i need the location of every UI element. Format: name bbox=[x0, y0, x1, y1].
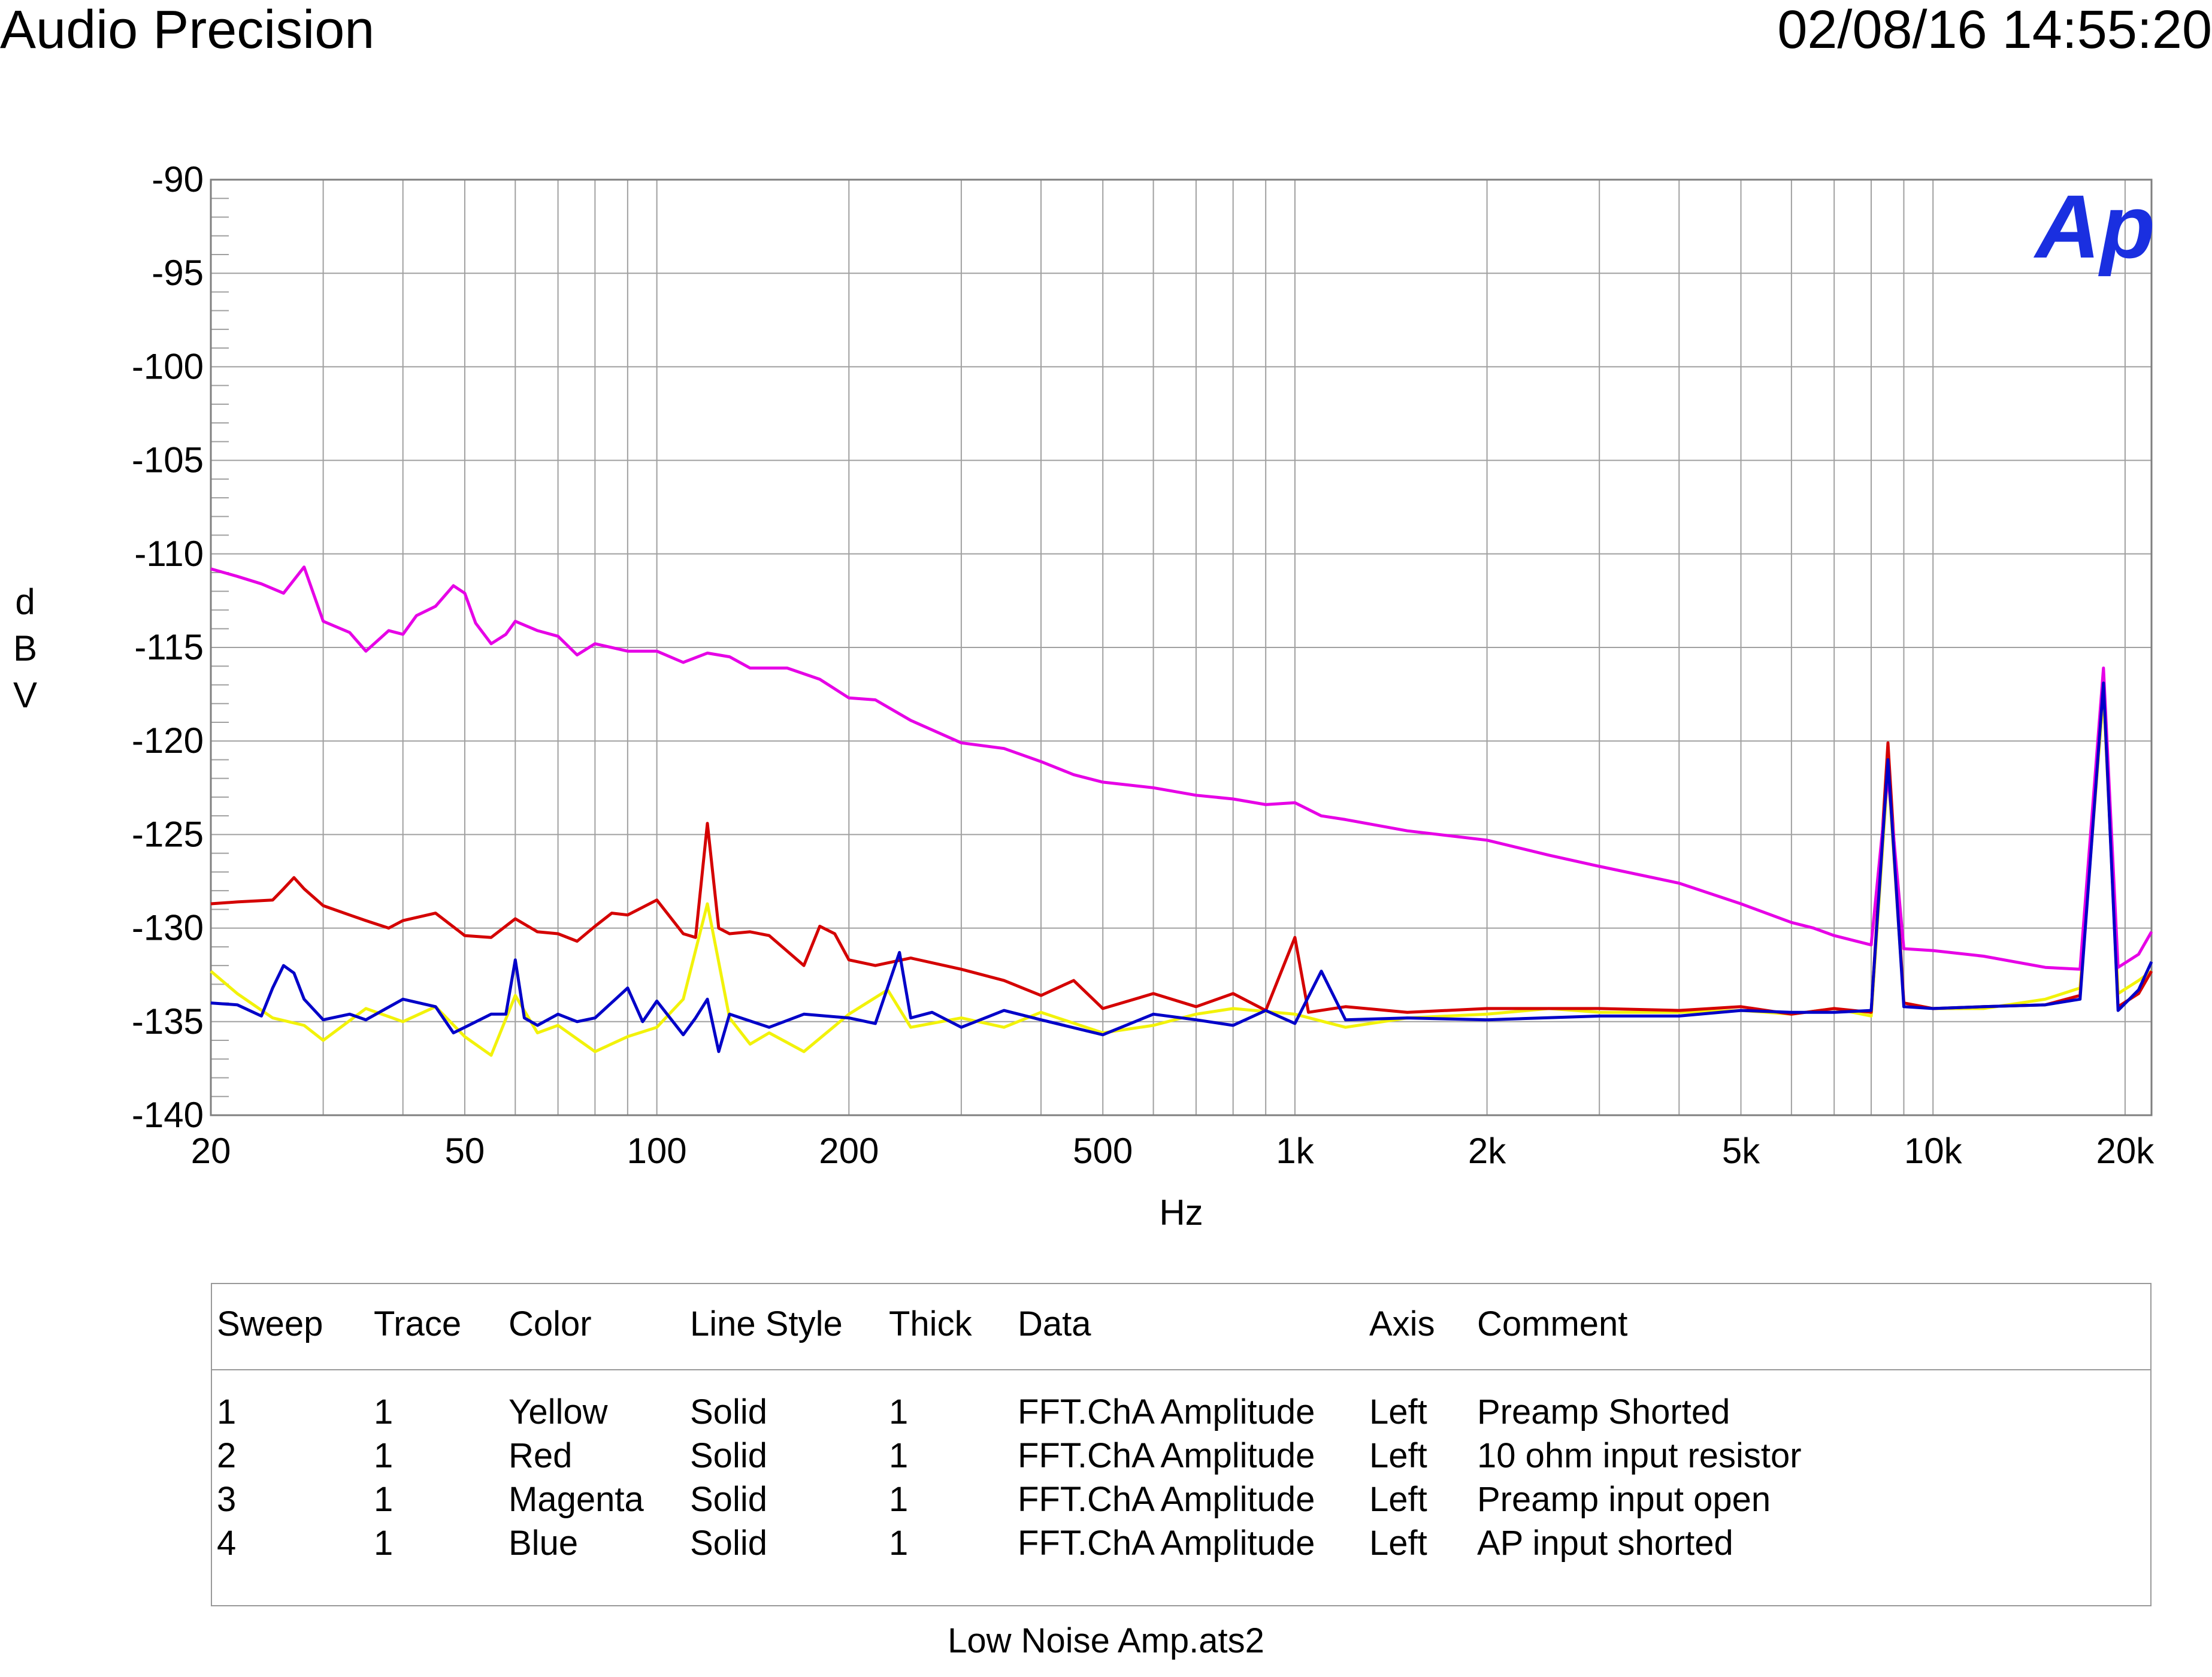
legend-cell-color: Yellow bbox=[509, 1393, 608, 1431]
legend-header-data: Data bbox=[1018, 1304, 1091, 1343]
y-tick-label: -125 bbox=[132, 814, 204, 854]
x-tick-label: 50 bbox=[445, 1131, 485, 1171]
legend-cell-trace: 1 bbox=[374, 1524, 394, 1563]
y-axis-label: dBV bbox=[13, 582, 37, 715]
x-tick-label: 2k bbox=[1468, 1131, 1506, 1171]
legend-cell-trace: 1 bbox=[374, 1480, 394, 1519]
legend-cell-sweep: 3 bbox=[217, 1480, 237, 1519]
legend-cell-axis: Left bbox=[1369, 1524, 1427, 1563]
legend-cell-color: Blue bbox=[509, 1524, 579, 1563]
legend-cell-comment: Preamp input open bbox=[1477, 1480, 1771, 1519]
x-tick-labels: 20 50 100 200 500 1k 2k 5k 10k 20k bbox=[191, 1131, 2155, 1171]
legend-cell-data: FFT.ChA Amplitude bbox=[1018, 1480, 1315, 1519]
legend-cell-sweep: 1 bbox=[217, 1393, 237, 1431]
legend-cell-thick: 1 bbox=[889, 1524, 909, 1563]
legend-cell-comment: Preamp Shorted bbox=[1477, 1393, 1730, 1431]
x-tick-label: 10k bbox=[1904, 1131, 1963, 1171]
legend-cell-comment: 10 ohm input resistor bbox=[1477, 1436, 1802, 1475]
y-tick-label: -130 bbox=[132, 908, 204, 948]
legend-cell-axis: Left bbox=[1369, 1436, 1427, 1475]
header-title: Audio Precision bbox=[0, 0, 375, 60]
y-tick-label: -140 bbox=[132, 1095, 204, 1135]
legend-cell-sweep: 4 bbox=[217, 1524, 237, 1563]
y-axis-label-char: B bbox=[13, 628, 37, 668]
legend-header-axis: Axis bbox=[1369, 1304, 1435, 1343]
legend-cell-sweep: 2 bbox=[217, 1436, 237, 1475]
grid bbox=[210, 179, 2152, 1116]
legend-cell-color: Magenta bbox=[509, 1480, 644, 1519]
y-tick-label: -90 bbox=[152, 159, 204, 199]
x-tick-label: 200 bbox=[819, 1131, 879, 1171]
legend-cell-trace: 1 bbox=[374, 1393, 394, 1431]
legend-cell-axis: Left bbox=[1369, 1393, 1427, 1431]
legend-header-thick: Thick bbox=[889, 1304, 972, 1343]
y-tick-label: -110 bbox=[134, 534, 204, 574]
y-tick-labels: -90 -95 -100 -105 -110 -115 -120 -125 -130 -135 -1… bbox=[132, 159, 204, 1135]
legend-cell-line-style: Solid bbox=[690, 1393, 767, 1431]
x-tick-label: 20k bbox=[2096, 1131, 2155, 1171]
y-tick-label: -105 bbox=[132, 440, 204, 480]
legend-header-trace: Trace bbox=[374, 1304, 462, 1343]
legend-header-comment: Comment bbox=[1477, 1304, 1628, 1343]
y-axis-label-char: V bbox=[13, 675, 37, 715]
legend-cell-thick: 1 bbox=[889, 1393, 909, 1431]
legend-cell-axis: Left bbox=[1369, 1480, 1427, 1519]
y-axis-label-char: d bbox=[15, 582, 35, 622]
y-tick-label: -135 bbox=[132, 1001, 204, 1042]
legend-cell-trace: 1 bbox=[374, 1436, 394, 1475]
header-timestamp: 02/08/16 14:55:20 bbox=[1777, 0, 2212, 60]
legend-table: Sweep Trace Color Line Style Thick Data … bbox=[211, 1283, 2152, 1606]
x-tick-label: 100 bbox=[627, 1131, 687, 1171]
y-tick-label: -120 bbox=[132, 721, 204, 761]
x-axis-label: Hz bbox=[1159, 1192, 1203, 1233]
series-line-blue bbox=[210, 681, 2153, 1054]
legend-header-sweep: Sweep bbox=[217, 1304, 323, 1343]
x-tick-label: 20 bbox=[191, 1131, 231, 1171]
legend-header-color: Color bbox=[509, 1304, 592, 1343]
legend-header-line-style: Line Style bbox=[690, 1304, 843, 1343]
legend-cell-color: Red bbox=[509, 1436, 573, 1475]
legend-cell-data: FFT.ChA Amplitude bbox=[1018, 1436, 1315, 1475]
series-line-magenta bbox=[210, 565, 2153, 971]
legend-cell-line-style: Solid bbox=[690, 1436, 767, 1475]
legend-separator bbox=[212, 1369, 2150, 1370]
fft-chart: -90 -95 -100 -105 -110 -115 -120 -125 -130 -135 -1… bbox=[13, 159, 2155, 1233]
series-line-red bbox=[210, 679, 2153, 1016]
footer-filename: Low Noise Amp.ats2 bbox=[948, 1621, 1264, 1660]
legend-cell-thick: 1 bbox=[889, 1480, 909, 1519]
x-tick-label: 1k bbox=[1276, 1131, 1314, 1171]
legend-cell-thick: 1 bbox=[889, 1436, 909, 1475]
x-tick-label: 5k bbox=[1722, 1131, 1760, 1171]
x-tick-label: 500 bbox=[1073, 1131, 1133, 1171]
legend-cell-data: FFT.ChA Amplitude bbox=[1018, 1393, 1315, 1431]
y-tick-label: -100 bbox=[132, 346, 204, 386]
y-tick-label: -95 bbox=[152, 253, 204, 293]
legend-cell-line-style: Solid bbox=[690, 1524, 767, 1563]
ap-logo: Ap bbox=[2033, 176, 2155, 277]
legend-cell-line-style: Solid bbox=[690, 1480, 767, 1519]
legend-cell-comment: AP input shorted bbox=[1477, 1524, 1733, 1563]
plot-frame bbox=[210, 178, 2153, 1116]
y-tick-label: -115 bbox=[134, 627, 204, 667]
series-layer bbox=[210, 565, 2153, 1057]
legend-cell-data: FFT.ChA Amplitude bbox=[1018, 1524, 1315, 1563]
